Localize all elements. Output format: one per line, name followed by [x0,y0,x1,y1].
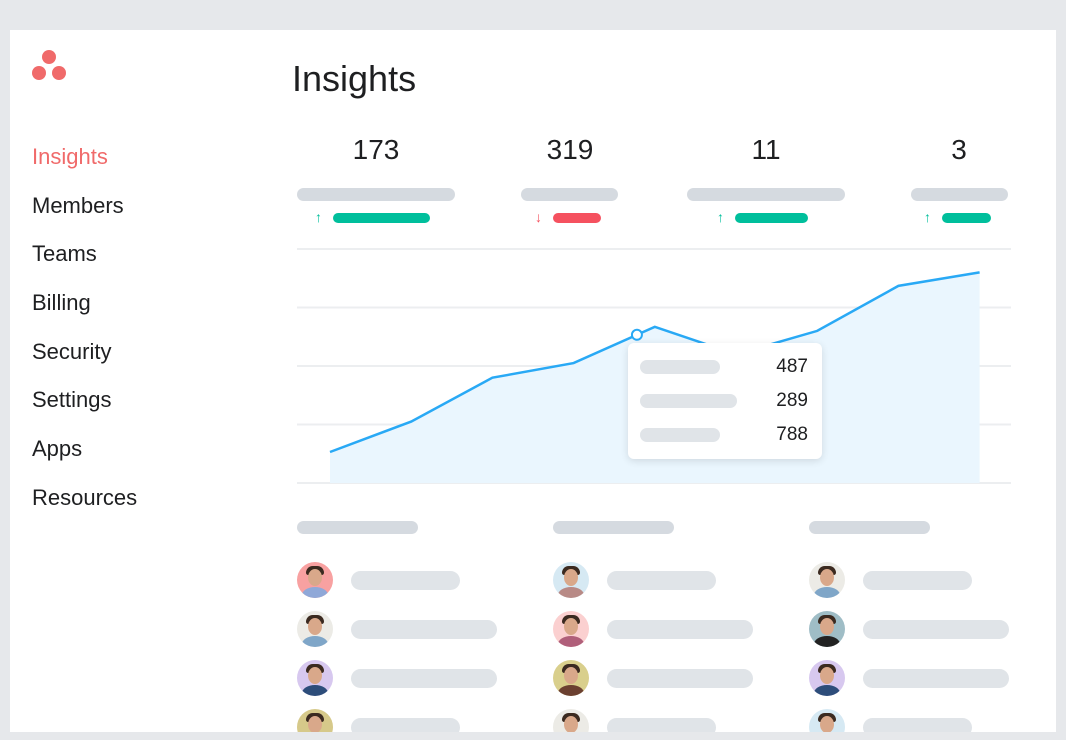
sidebar-item-billing[interactable]: Billing [32,290,91,316]
column-header-placeholder [297,521,418,534]
sidebar-item-insights[interactable]: Insights [32,144,108,169]
avatar[interactable] [553,709,589,732]
trend-bar [942,213,991,223]
stat-value: 11 [751,134,781,165]
sidebar-item-teams[interactable]: Teams [32,241,97,267]
member-name-placeholder [607,571,716,590]
arrow-up-icon: ↑ [924,209,931,225]
member-name-placeholder [607,669,753,688]
app-window: Insights Members Teams Billing Security … [10,30,1056,732]
avatar[interactable] [809,562,845,598]
hover-point[interactable] [630,328,643,341]
avatar[interactable] [297,660,333,696]
member-name-placeholder [351,620,497,639]
avatar[interactable] [297,562,333,598]
trend-bar [333,213,430,223]
member-name-placeholder [863,620,1009,639]
sidebar-item-members[interactable]: Members [32,192,124,218]
stat-value: 3 [951,134,967,165]
member-name-placeholder [863,669,1009,688]
avatar[interactable] [809,660,845,696]
avatar[interactable] [809,611,845,647]
member-name-placeholder [863,571,972,590]
sidebar-item-resources[interactable]: Resources [32,484,138,510]
member-name-placeholder [351,669,497,688]
column-header-placeholder [553,521,674,534]
sidebar-item-apps[interactable]: Apps [32,436,83,462]
sidebar-nav: Insights Members Teams Billing Security … [32,142,137,532]
avatar[interactable] [297,709,333,732]
arrow-down-icon: ↓ [535,209,542,225]
avatar[interactable] [553,660,589,696]
member-name-placeholder [607,620,753,639]
avatar[interactable] [553,562,589,598]
stat-label-placeholder [297,188,455,201]
stat-label-placeholder [687,188,845,201]
chart-tooltip: 487 289 788 [628,343,822,459]
arrow-up-icon: ↑ [717,209,724,225]
tooltip-value: 487 [776,356,808,377]
avatar[interactable] [297,611,333,647]
arrow-up-icon: ↑ [315,209,322,225]
avatar[interactable] [553,611,589,647]
page-title: Insights [292,58,417,99]
sidebar-item-settings[interactable]: Settings [32,387,112,413]
member-name-placeholder [351,718,460,732]
member-name-placeholder [351,571,460,590]
member-name-placeholder [863,718,972,732]
sidebar-item-security[interactable]: Security [32,338,112,364]
avatar[interactable] [809,709,845,732]
tooltip-value: 289 [776,390,808,411]
trend-bar [553,213,601,223]
asana-logo-icon[interactable] [30,50,70,84]
column-header-placeholder [809,521,930,534]
member-name-placeholder [607,718,716,732]
tooltip-value: 788 [776,424,808,445]
stat-label-placeholder [911,188,1008,201]
stat-value: 319 [546,134,594,165]
stat-label-placeholder [521,188,618,201]
stat-value: 173 [352,134,400,165]
trend-bar [735,213,808,223]
